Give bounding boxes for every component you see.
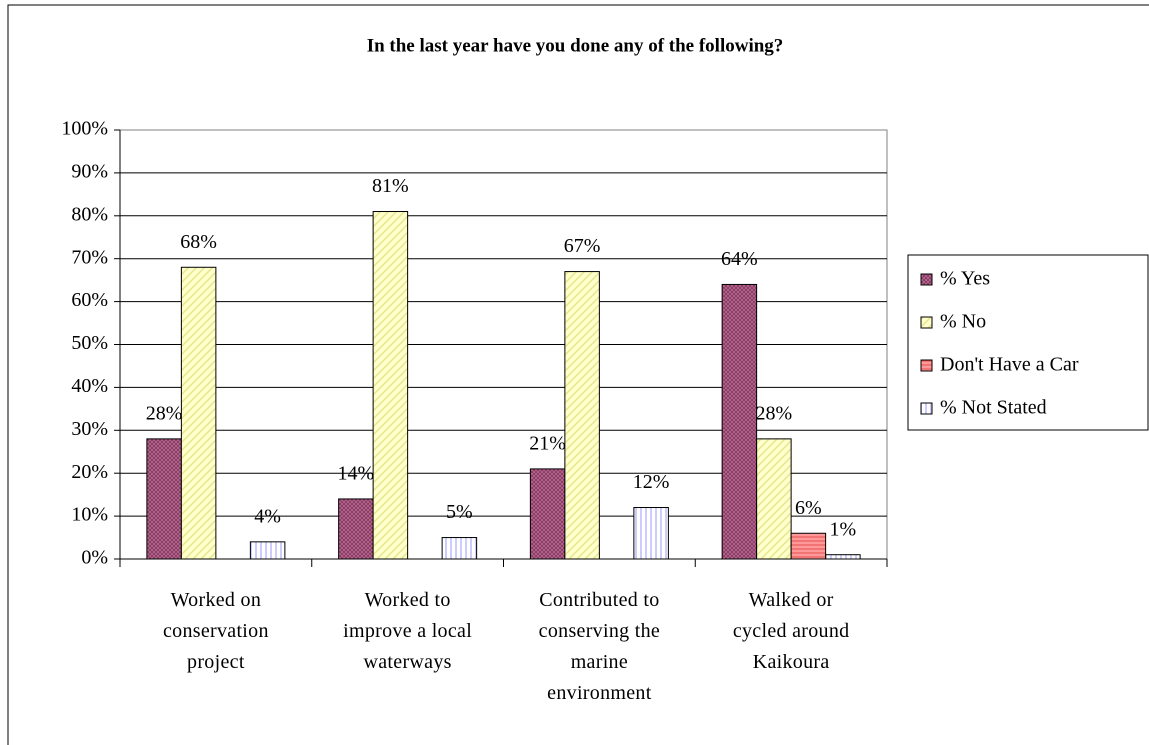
bar — [146, 438, 182, 560]
bar — [249, 541, 286, 560]
y-tick-label: 20% — [71, 461, 108, 483]
chart-border — [7, 4, 1149, 745]
data-label: 21% — [529, 433, 566, 455]
data-label: 81% — [372, 175, 409, 197]
legend-label: % Yes — [940, 268, 990, 290]
y-tick-label: 80% — [71, 203, 108, 225]
y-tick-label: 100% — [61, 118, 108, 140]
x-tick-label: Contributed to conserving the marine env… — [538, 589, 661, 704]
legend-swatch — [920, 316, 933, 329]
data-label: 12% — [633, 471, 670, 493]
bar — [372, 211, 409, 560]
bar — [825, 554, 861, 560]
bar — [721, 283, 758, 560]
y-tick-label: 70% — [71, 246, 108, 268]
bar — [441, 537, 478, 560]
data-label: 67% — [564, 235, 601, 257]
legend-label: % Not Stated — [940, 397, 1047, 419]
data-label: 14% — [338, 463, 375, 485]
bar — [756, 438, 792, 560]
legend — [907, 254, 1149, 431]
chart-title: In the last year have you done any of th… — [367, 35, 784, 56]
y-tick-label: 40% — [71, 375, 108, 397]
data-label: 28% — [756, 402, 793, 424]
bar — [564, 271, 600, 560]
legend-swatch — [920, 273, 933, 286]
bar — [790, 532, 827, 560]
legend-label: Don't Have a Car — [940, 354, 1079, 376]
x-tick-label: Walked or cycled around Kaikoura — [732, 589, 850, 673]
bar — [180, 266, 217, 560]
bar — [338, 498, 374, 560]
data-label: 4% — [254, 505, 281, 527]
y-tick-label: 30% — [71, 418, 108, 440]
data-label: 5% — [446, 501, 473, 523]
x-tick-label: Worked on conservation project — [162, 589, 269, 673]
bar — [633, 507, 669, 560]
y-tick-label: 0% — [81, 547, 108, 569]
y-tick-label: 90% — [71, 160, 108, 182]
data-label: 28% — [146, 402, 183, 424]
data-label: 1% — [830, 518, 857, 540]
legend-swatch — [920, 402, 933, 415]
y-tick-label: 10% — [71, 504, 108, 526]
bar — [529, 468, 566, 560]
y-tick-label: 50% — [71, 332, 108, 354]
data-label: 64% — [721, 248, 758, 270]
y-tick-label: 60% — [71, 289, 108, 311]
legend-swatch — [920, 359, 933, 372]
x-tick-label: Worked to improve a local waterways — [343, 589, 473, 673]
legend-label: % No — [940, 311, 986, 333]
data-label: 68% — [180, 231, 217, 253]
data-label: 6% — [795, 497, 822, 519]
